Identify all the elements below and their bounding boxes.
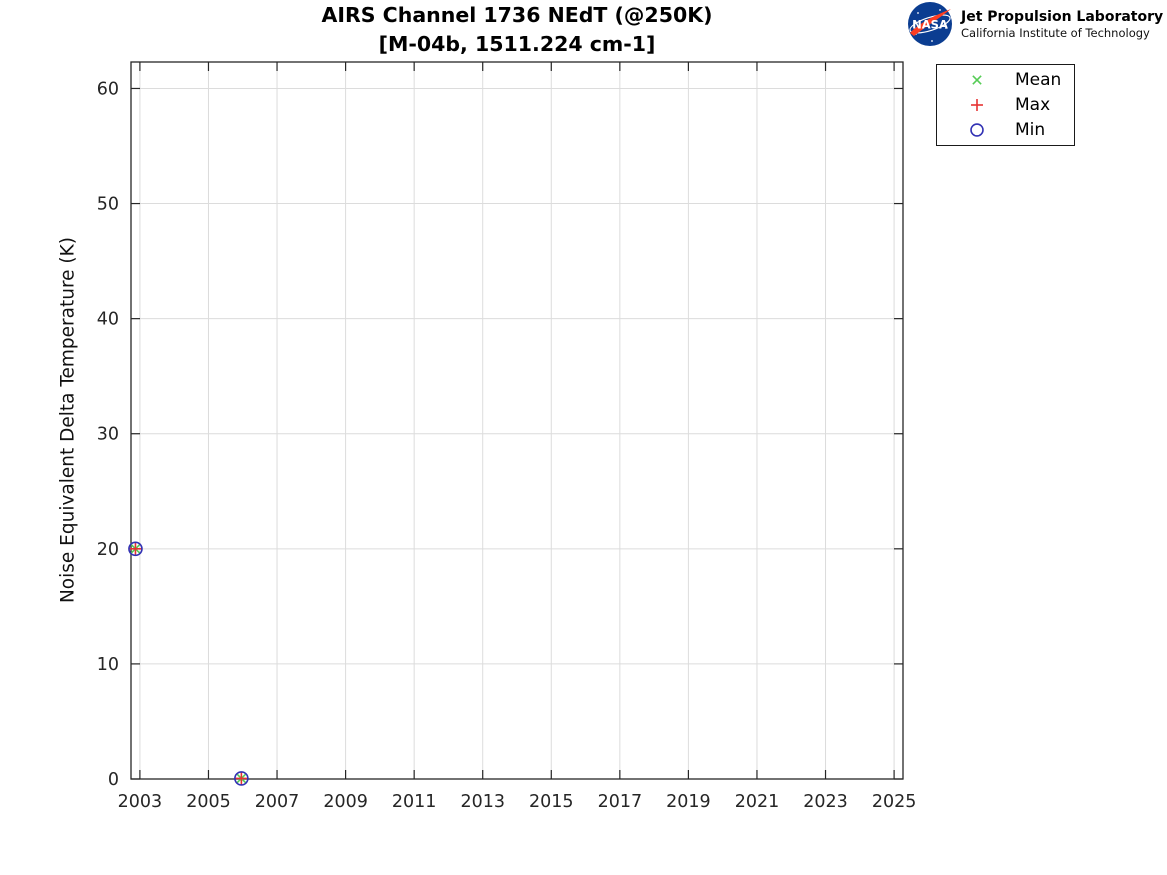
legend-item-max: Max (937, 93, 1074, 117)
x-tick-label: 2015 (529, 792, 574, 812)
logo-org-name: Jet Propulsion Laboratory (961, 8, 1164, 25)
x-tick-label: 2011 (392, 792, 437, 812)
jpl-logo: NASA Jet Propulsion Laboratory Californi… (907, 1, 1163, 47)
chart-title: AIRS Channel 1736 NEdT (@250K) [M-04b, 1… (131, 1, 903, 59)
legend-marker-x-icon (972, 75, 982, 85)
legend: Mean Max Min (936, 64, 1075, 146)
y-tick-label: 30 (97, 425, 119, 445)
x-tick-label: 2003 (118, 792, 163, 812)
y-tick-label: 20 (97, 540, 119, 560)
y-tick-label: 60 (97, 79, 119, 99)
data-point-marker-x (972, 75, 982, 85)
y-tick-label: 0 (108, 770, 119, 790)
x-tick-label: 2025 (872, 792, 917, 812)
x-tick-label: 2013 (460, 792, 505, 812)
x-tick-label: 2023 (803, 792, 848, 812)
legend-item-label: Max (1015, 95, 1051, 115)
legend-item-mean: Mean (937, 68, 1074, 92)
x-tick-label: 2009 (323, 792, 368, 812)
x-tick-label: 2019 (666, 792, 711, 812)
y-tick-label: 40 (97, 310, 119, 330)
logo-text: Jet Propulsion Laboratory California Ins… (961, 9, 1163, 40)
data-point-marker-o (128, 541, 143, 557)
legend-marker-o-icon (970, 123, 984, 137)
x-tick-label: 2007 (255, 792, 300, 812)
legend-item-min: Min (937, 118, 1074, 142)
svg-text:NASA: NASA (912, 18, 948, 32)
axes-box (130, 61, 904, 780)
legend-item-label: Min (1015, 120, 1046, 140)
logo-institute-name: California Institute of Technology (961, 25, 1150, 40)
x-tick-label: 2017 (598, 792, 643, 812)
legend-item-label: Mean (1015, 70, 1062, 90)
data-point-marker-+ (128, 542, 142, 556)
data-point-marker-o (970, 123, 984, 137)
legend-marker-+-icon (971, 99, 983, 111)
x-tick-label: 2005 (186, 792, 231, 812)
y-tick-label: 10 (97, 655, 119, 675)
data-point-marker-+ (971, 99, 983, 111)
y-axis-label: Noise Equivalent Delta Temperature (K) (57, 236, 79, 604)
x-tick-label: 2021 (735, 792, 780, 812)
nasa-insignia-icon: NASA (908, 2, 952, 46)
y-tick-label: 50 (97, 195, 119, 215)
chart-title-line1: AIRS Channel 1736 NEdT (@250K) (321, 3, 713, 27)
chart-title-line2: [M-04b, 1511.224 cm-1] (378, 32, 656, 56)
data-point-marker-o (234, 771, 249, 786)
data-point-marker-+ (234, 771, 248, 785)
